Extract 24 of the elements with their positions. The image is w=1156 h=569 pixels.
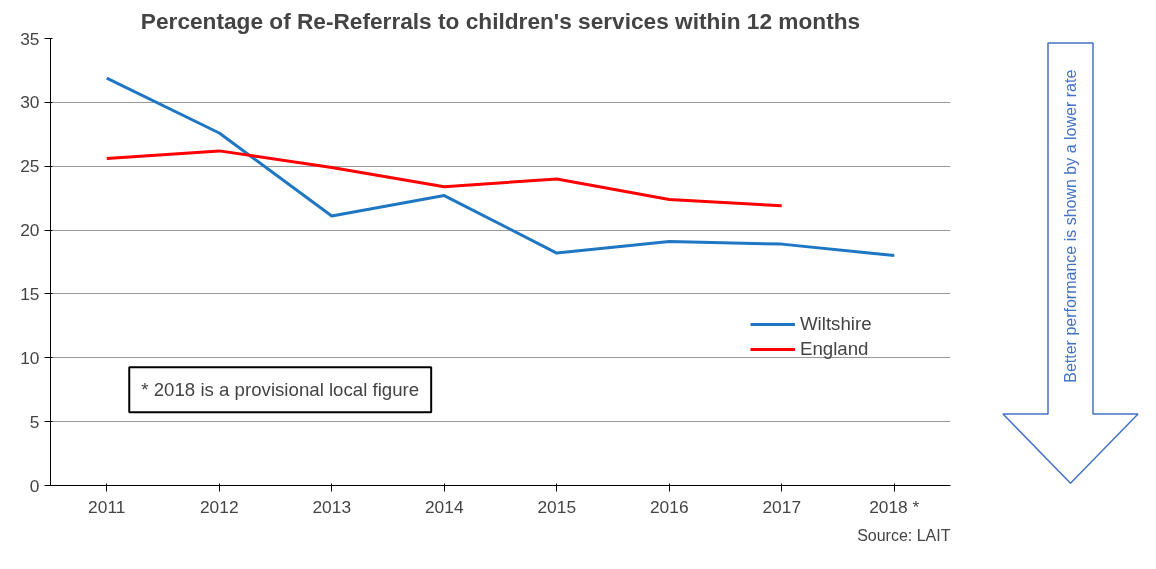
x-tick-label: 2017: [762, 496, 802, 517]
x-tick-label: 2016: [649, 496, 689, 517]
y-tick-label: 20: [20, 220, 40, 241]
x-tick-label: 2013: [312, 496, 352, 517]
y-tick-label: 15: [20, 283, 40, 304]
x-tick-label: 2014: [424, 496, 464, 517]
text: Better performance is shown by a lower rate: [1062, 69, 1079, 383]
x-tick-label: 2015: [537, 496, 577, 517]
y-tick-label: 0: [29, 475, 40, 496]
line-series: [105, 76, 896, 258]
chart-title: Percentage of Re-Referrals to children's services within 12 months: [140, 7, 861, 34]
y-tick-label: 25: [20, 156, 40, 177]
y-tick-label: 35: [20, 28, 40, 49]
legend-label: Wiltshire: [800, 313, 872, 335]
annotation: * 2018 is a provisional local figure: [141, 379, 420, 401]
y-tick-label: 5: [29, 411, 40, 432]
source-note: Source: LAIT: [857, 526, 951, 544]
x-tick-label: 2012: [199, 496, 239, 517]
line-series: [105, 149, 784, 208]
legend-label: England: [800, 338, 869, 360]
y-tick-label: 30: [20, 92, 40, 113]
x-tick-label: 2011: [88, 496, 126, 517]
y-tick-label: 10: [20, 347, 40, 368]
x-tick-label: 2018 *: [869, 496, 920, 517]
